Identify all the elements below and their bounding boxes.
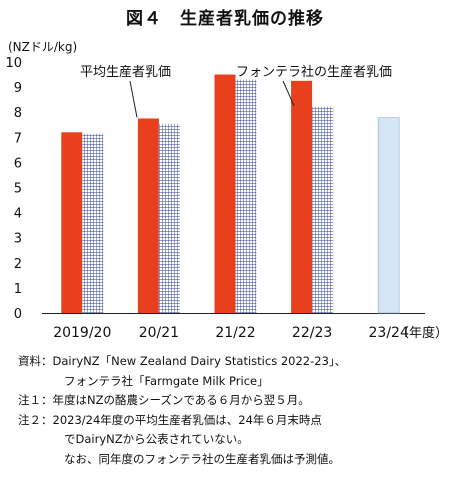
note-1-text: 年度はNZの酪農シーズンである６月から翌５月。 [52,393,310,407]
note-2-text-1: 2023/24年度の平均生産者乳価は、24年６月末時点 [52,412,322,427]
bar-fonterra-price [235,79,257,313]
x-axis-labels: 2019/20 20/21 21/22 22/23 23/24（年度） [53,325,448,341]
bar-fonterra-price [158,123,180,313]
annotation-leader-average [129,80,138,118]
y-tick-label: 5 [14,182,22,197]
y-axis: 0 1 2 3 4 5 6 7 8 9 10 [5,56,425,322]
bar-average-price [291,80,313,313]
y-tick-label: 3 [14,232,22,247]
x-tick-label: 21/22 [215,325,255,341]
y-tick-label: 8 [14,106,22,121]
x-tick-label: 22/23 [292,325,332,341]
note-source-line-1: 資料：DairyNZ「New Zealand Dairy Statistics … [18,352,450,372]
note-source-label: 資料： [18,354,53,368]
bar-average-price [137,118,159,313]
y-tick-label: 7 [14,131,22,146]
annotation-fonterra-price: フォンテラ社の生産者乳価 [236,64,392,80]
y-tick-label: 0 [14,307,22,322]
y-tick-label: 9 [14,81,22,96]
note-2-line-2: でDairyNZから公表されていない。 [64,432,249,446]
annotation-average-price: 平均生産者乳価 [80,64,171,80]
note-2-label: 注２： [18,412,53,427]
note-source-line-2: フォンテラ社「Farmgate Milk Price」 [64,373,269,388]
x-axis-label: （年度） [396,325,448,341]
note-2-line-1: 注２：2023/24年度の平均生産者乳価は、24年６月末時点 [18,411,450,431]
notes: 資料：DairyNZ「New Zealand Dairy Statistics … [18,352,450,469]
note-2-line-3: なお、同年度のフォンテラ社の生産者乳価は予測値。 [64,451,340,466]
x-tick-label: 20/21 [139,325,179,341]
bars-group [61,74,400,314]
bar-fonterra-price-forecast [377,117,400,314]
annotations: 平均生産者乳価 フォンテラ社の生産者乳価 [80,64,392,118]
chart-title: 図４ 生産者乳価の推移 [126,9,324,29]
note-source-text-1: DairyNZ「New Zealand Dairy Statistics 202… [52,354,347,368]
annotation-leader-fonterra [282,80,295,106]
y-tick-label: 1 [14,282,22,297]
y-tick-label: 2 [14,257,22,272]
y-tick-label: 10 [5,56,22,71]
note-1-label: 注１： [18,393,53,407]
note-1-line: 注１：年度はNZの酪農シーズンである６月から翌５月。 [18,391,450,411]
bar-chart: 0 1 2 3 4 5 6 7 8 9 10 2019/20 20/21 21/22 22/23 23/24… [5,56,448,341]
bar-fonterra-price [82,133,104,313]
x-tick-label: 23/24 [369,325,409,341]
y-axis-unit-label: (NZドル/kg) [8,40,78,54]
bar-average-price [61,132,83,313]
bar-average-price [214,74,236,313]
x-tick-label: 2019/20 [53,325,111,341]
y-tick-label: 6 [14,156,22,171]
y-tick-label: 4 [14,207,22,222]
bar-fonterra-price [312,106,334,313]
